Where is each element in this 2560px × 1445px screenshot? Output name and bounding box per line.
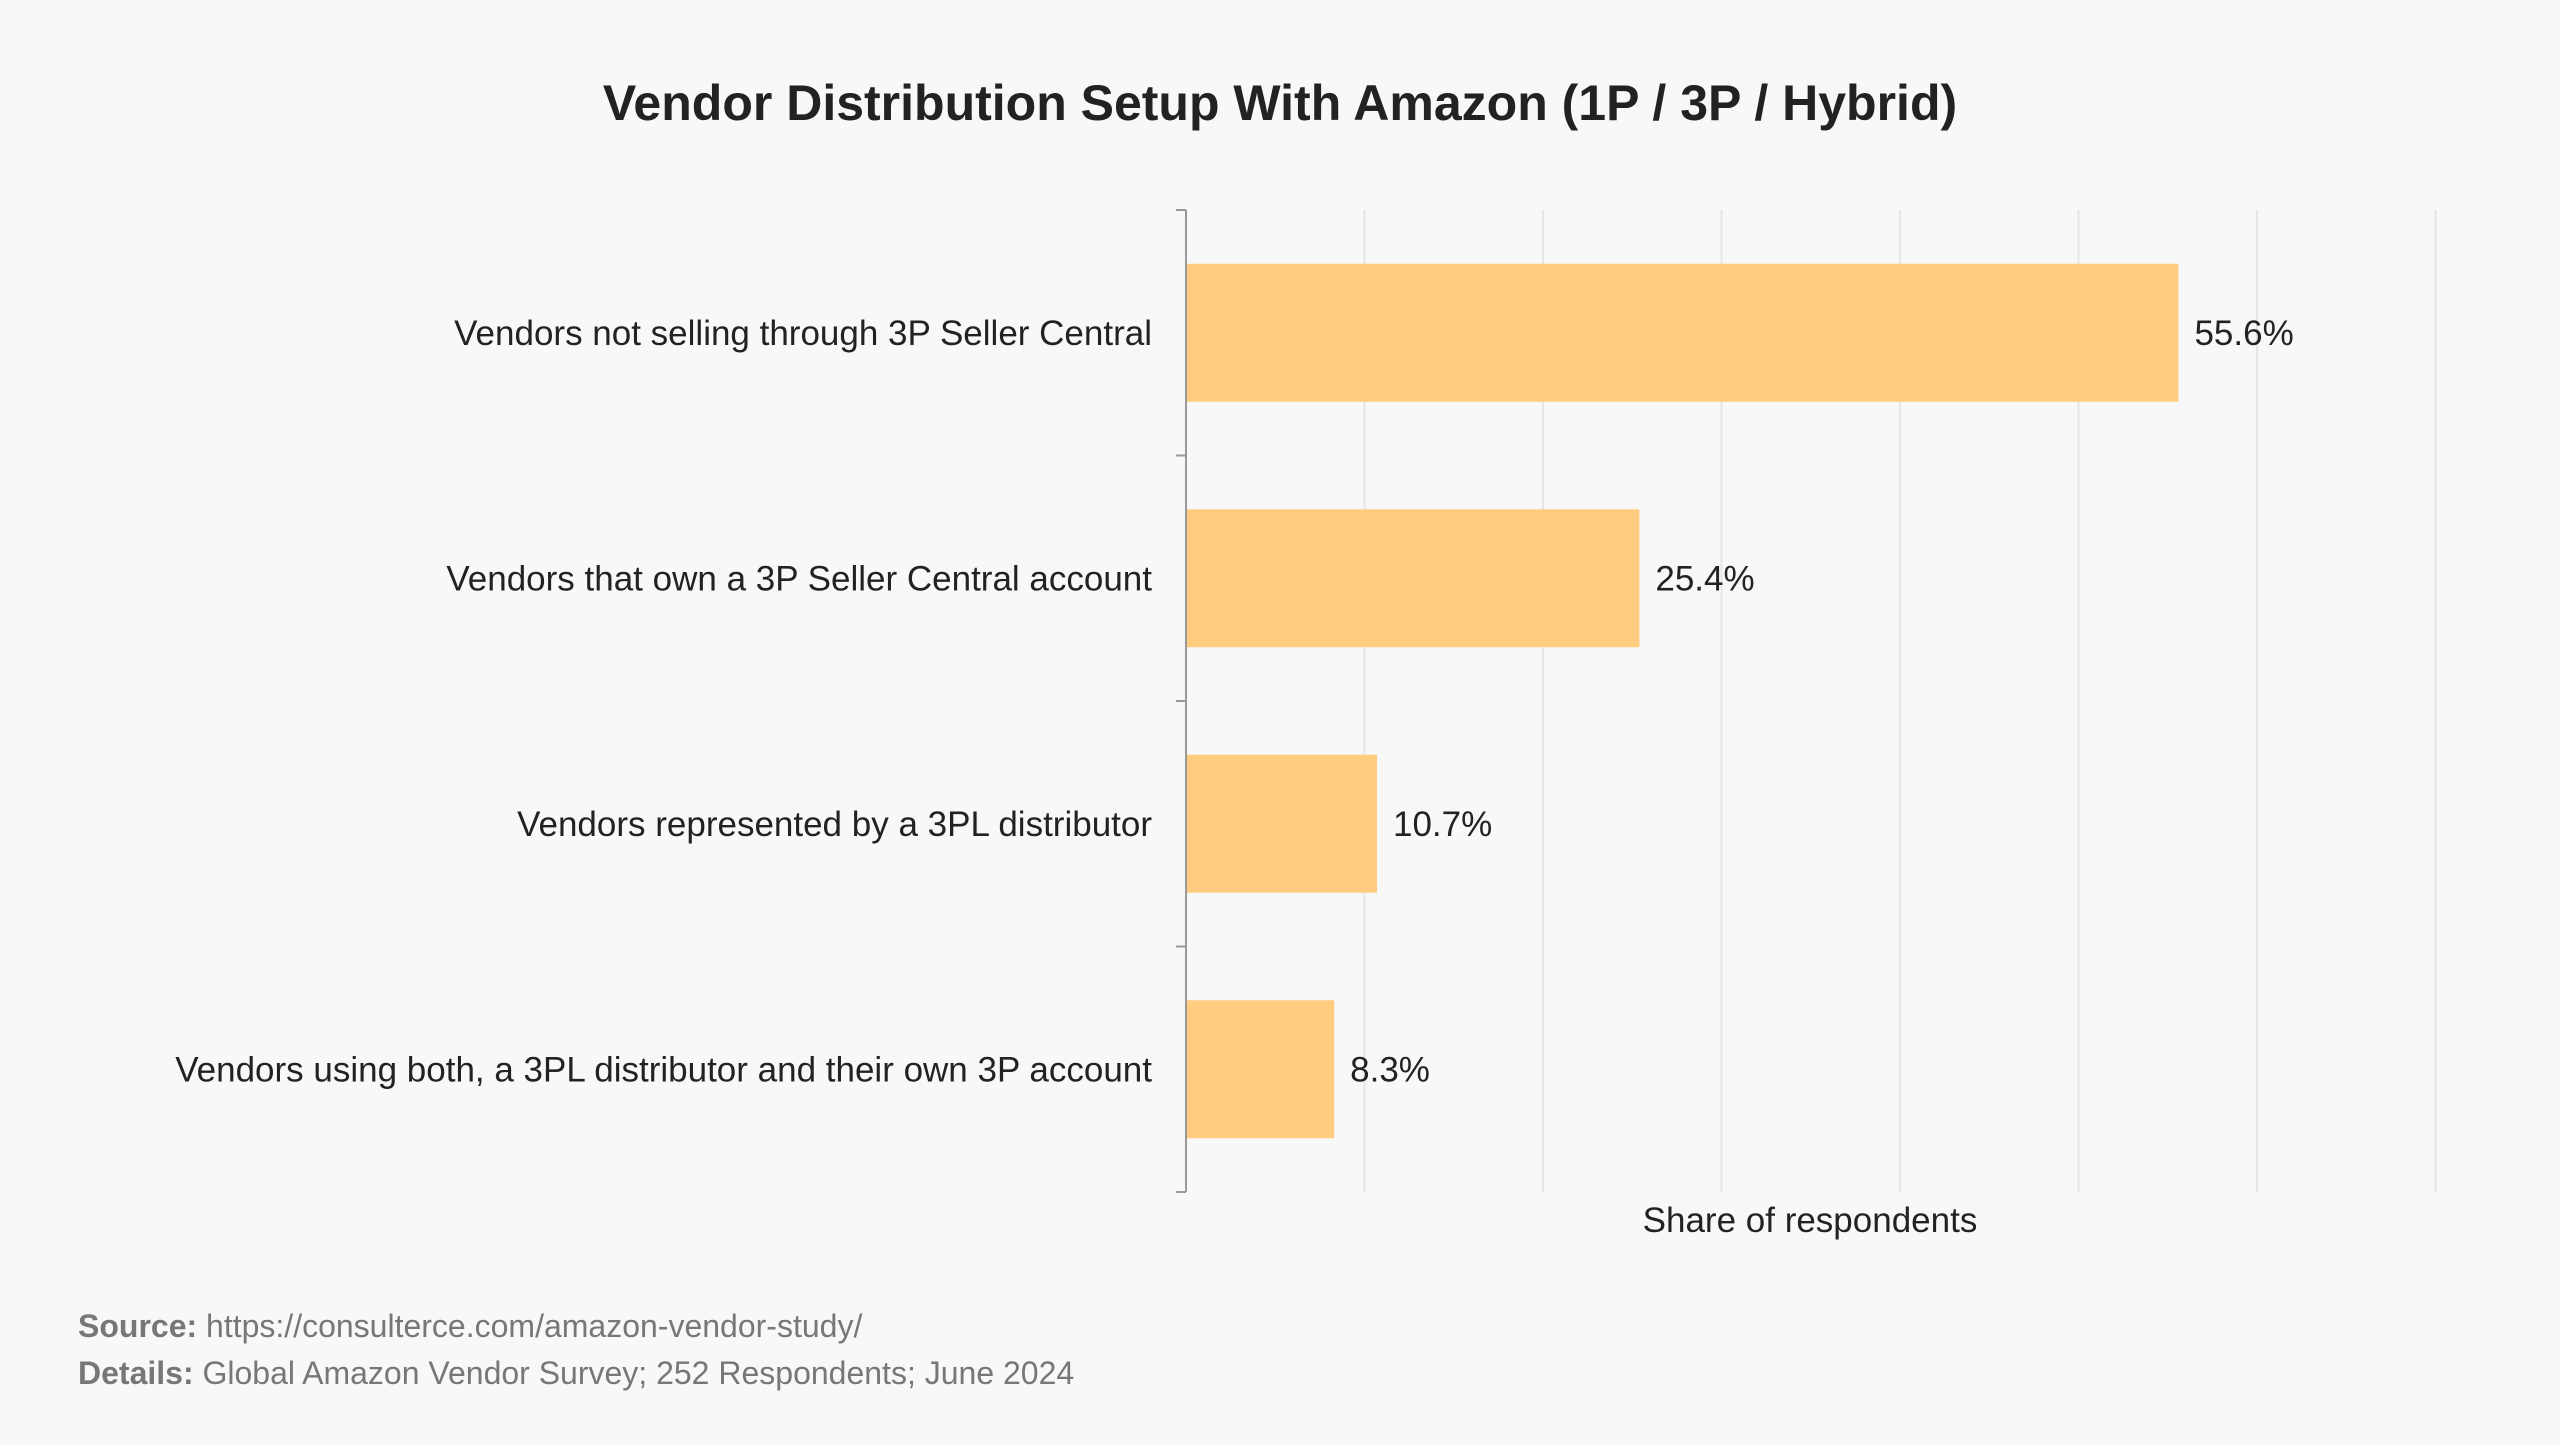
data-label: 10.7%	[1393, 805, 1492, 844]
details-label: Details:	[78, 1355, 194, 1391]
source-text: https://consulterce.com/amazon-vendor-st…	[206, 1308, 863, 1344]
footer-details: Details: Global Amazon Vendor Survey; 25…	[78, 1355, 1074, 1392]
bar	[1186, 754, 1377, 893]
x-axis-label: Share of respondents	[1643, 1201, 1978, 1240]
bar	[1186, 263, 2179, 402]
y-axis	[1176, 209, 1187, 1193]
data-label: 25.4%	[1655, 559, 1754, 598]
category-label: Vendors using both, a 3PL distributor an…	[175, 1050, 1152, 1089]
details-text: Global Amazon Vendor Survey; 252 Respond…	[202, 1355, 1075, 1391]
category-label: Vendors that own a 3P Seller Central acc…	[446, 559, 1152, 598]
category-label: Vendors not selling through 3P Seller Ce…	[454, 314, 1152, 353]
data-label: 8.3%	[1350, 1050, 1430, 1089]
footer-source: Source: https://consulterce.com/amazon-v…	[78, 1308, 862, 1345]
data-label: 55.6%	[2194, 314, 2293, 353]
bar	[1186, 509, 1640, 648]
source-label: Source:	[78, 1308, 198, 1344]
bar	[1186, 1000, 1335, 1139]
category-label: Vendors represented by a 3PL distributor	[517, 805, 1152, 844]
chart-title: Vendor Distribution Setup With Amazon (1…	[603, 75, 1957, 131]
bars: Vendors not selling through 3P Seller Ce…	[175, 263, 2294, 1139]
